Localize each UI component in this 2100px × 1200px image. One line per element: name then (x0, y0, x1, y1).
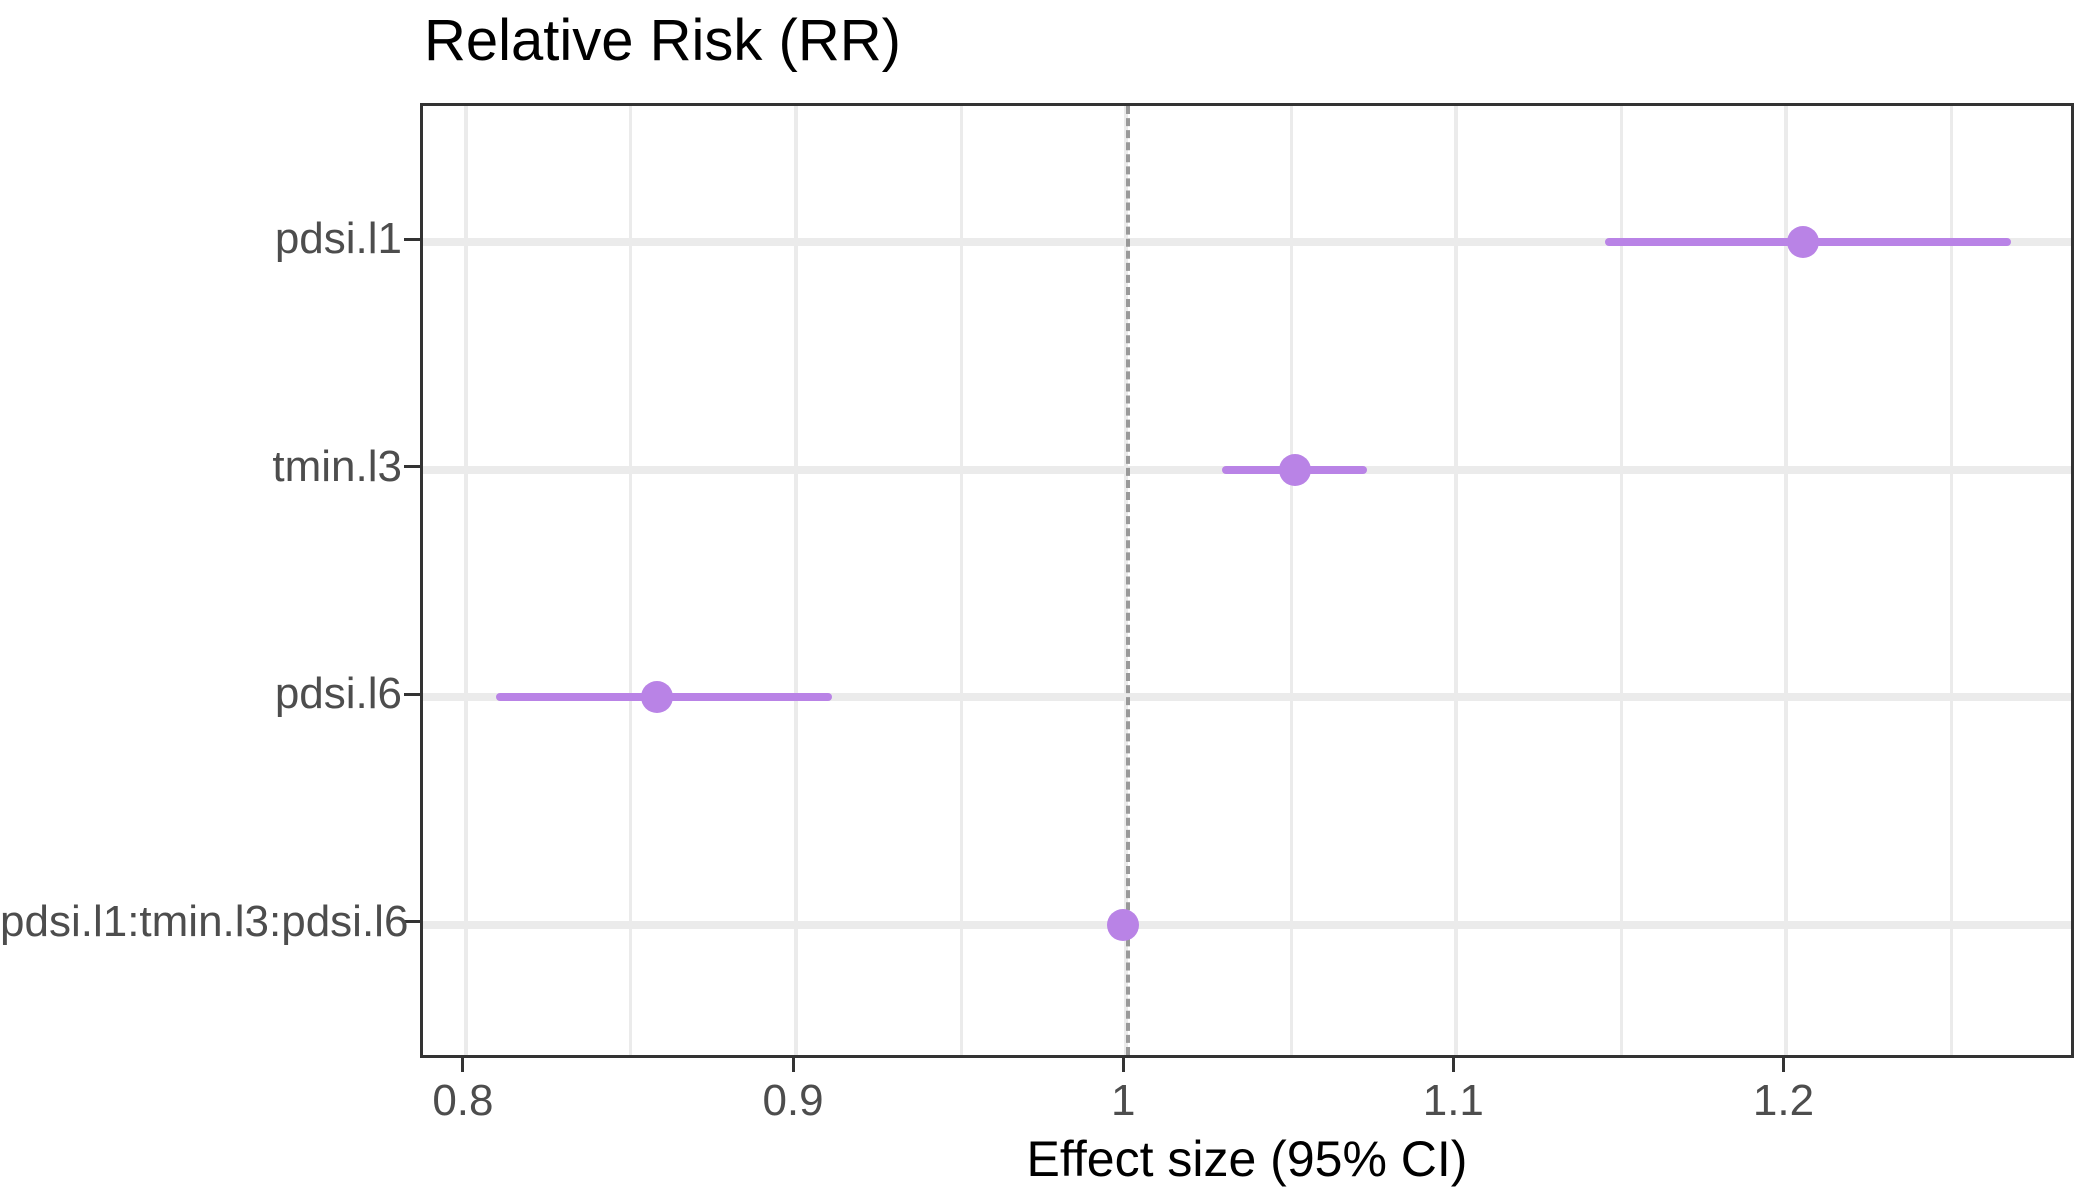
point-marker (1786, 226, 1819, 259)
y-tick-label: tmin.l3 (272, 441, 402, 491)
minor-gridline-x (959, 106, 963, 1055)
x-axis-tick (1451, 1058, 1455, 1072)
x-axis-tick (791, 1058, 795, 1072)
point-marker (1278, 453, 1311, 486)
y-axis-tick (404, 465, 420, 469)
x-axis-title: Effect size (95% CI) (1026, 1131, 1468, 1187)
y-axis-tick (404, 237, 420, 241)
x-tick-label: 1.2 (1752, 1076, 1815, 1125)
major-gridline-x (1454, 106, 1459, 1055)
row-gridline (423, 238, 2071, 247)
x-tick-label: 1 (1110, 1076, 1136, 1125)
major-gridline-x (1784, 106, 1789, 1055)
y-axis-tick (404, 692, 420, 696)
major-gridline-x (794, 106, 799, 1055)
y-axis-tick (404, 920, 420, 924)
x-tick-label: 0.9 (762, 1076, 824, 1125)
point-marker (1106, 908, 1139, 941)
x-axis-tick (1781, 1058, 1785, 1072)
row-gridline (423, 920, 2071, 929)
row-gridline (423, 693, 2071, 702)
x-tick-label: 0.8 (432, 1076, 494, 1125)
plot-title: Relative Risk (RR) (424, 8, 901, 73)
point-marker (641, 681, 674, 714)
minor-gridline-x (629, 106, 633, 1055)
y-tick-label: pdsi.l1:tmin.l3:pdsi.l6 (0, 896, 409, 946)
y-tick-label: pdsi.l6 (274, 669, 402, 719)
x-tick-label: 1.1 (1422, 1076, 1484, 1125)
minor-gridline-x (1619, 106, 1623, 1055)
reference-line (1126, 106, 1131, 1055)
x-axis-tick (1121, 1058, 1125, 1072)
y-tick-label: pdsi.l1 (274, 214, 402, 264)
x-axis-tick (461, 1058, 465, 1072)
major-gridline-x (463, 106, 468, 1055)
plot-panel (420, 103, 2074, 1058)
minor-gridline-x (1950, 106, 1954, 1055)
minor-gridline-x (1289, 106, 1293, 1055)
